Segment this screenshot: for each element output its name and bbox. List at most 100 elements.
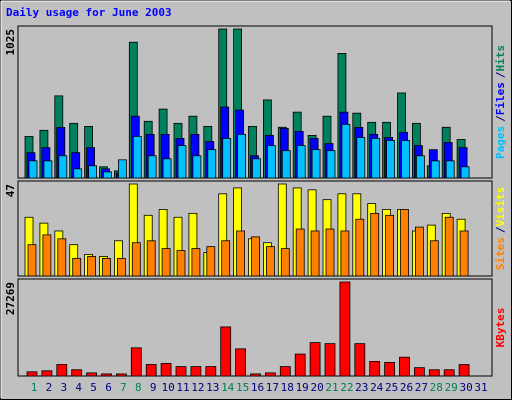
legend: Pages/Files/Hits	[494, 45, 507, 159]
bar	[43, 160, 53, 179]
bar	[28, 160, 38, 179]
bar	[280, 248, 290, 277]
x-tick-label: 2	[46, 381, 53, 394]
bar	[413, 367, 425, 377]
bar	[339, 281, 351, 377]
bar	[130, 347, 142, 377]
bar	[73, 168, 83, 179]
bar	[281, 150, 291, 179]
x-tick-label: 7	[120, 381, 127, 394]
bar	[176, 250, 186, 277]
bar	[385, 214, 395, 277]
bar	[57, 238, 67, 277]
bar	[102, 257, 111, 277]
x-tick-label: 3	[60, 381, 67, 394]
bar	[220, 326, 232, 377]
bar	[103, 171, 112, 179]
x-tick-label: 4	[75, 381, 82, 394]
bar	[279, 366, 291, 377]
x-tick-label: 29	[445, 381, 458, 394]
legend-entry: Visits	[494, 187, 507, 227]
bar	[458, 364, 470, 377]
bar	[296, 145, 306, 179]
bar	[399, 356, 410, 377]
x-tick-label: 20	[310, 381, 323, 394]
bar	[445, 160, 455, 179]
x-tick-label: 1	[31, 381, 38, 394]
x-tick-label: 22	[340, 381, 353, 394]
legend: Sites /Visits	[494, 187, 507, 271]
x-tick-label: 26	[400, 381, 413, 394]
x-tick-label: 21	[325, 381, 338, 394]
x-tick-label: 9	[150, 381, 157, 394]
bar	[251, 236, 260, 277]
legend-entry: Sites	[494, 237, 507, 270]
bar	[325, 228, 335, 277]
bar	[430, 160, 440, 179]
bar	[444, 216, 454, 277]
bar	[41, 370, 53, 377]
bar	[86, 372, 97, 377]
bar	[191, 248, 201, 277]
bar	[236, 230, 246, 277]
bar	[371, 138, 381, 179]
bar	[310, 230, 320, 277]
bar	[384, 362, 396, 377]
x-tick-label: 14	[221, 381, 235, 394]
bar	[326, 150, 336, 179]
bar	[356, 137, 366, 179]
bar	[429, 240, 439, 277]
bar	[222, 138, 232, 179]
x-tick-label: 5	[90, 381, 97, 394]
x-tick-label: 11	[176, 381, 189, 394]
bar	[116, 373, 127, 377]
bar	[354, 343, 366, 377]
legend-entry: Hits	[494, 45, 507, 72]
legend-entry: Files	[494, 82, 507, 115]
legend-entry: Pages	[494, 126, 507, 159]
bar	[56, 364, 68, 377]
bar	[132, 136, 142, 179]
bar	[428, 369, 440, 377]
legend-separator: /	[494, 115, 507, 122]
x-tick-label: 18	[281, 381, 294, 394]
bar	[370, 212, 380, 277]
x-tick-label: 6	[105, 381, 112, 394]
bar	[26, 371, 38, 377]
bar	[72, 257, 82, 277]
legend-separator: /	[494, 226, 507, 233]
bar	[265, 246, 275, 277]
x-tick-label: 12	[191, 381, 204, 394]
bar	[175, 366, 187, 377]
x-tick-label: 10	[161, 381, 174, 394]
bar	[146, 240, 156, 277]
bar	[324, 343, 336, 377]
bar	[460, 166, 470, 179]
y-tick-label: 27269	[4, 282, 17, 315]
legend-separator: /	[494, 71, 507, 78]
bar	[340, 230, 350, 277]
bar	[88, 165, 97, 179]
bar	[101, 373, 112, 377]
bar	[118, 159, 127, 179]
x-tick-label: 27	[415, 381, 428, 394]
bar	[117, 257, 126, 277]
bar	[369, 360, 381, 377]
bar	[264, 372, 276, 377]
x-tick-label: 19	[296, 381, 309, 394]
x-tick-label: 15	[236, 381, 249, 394]
bar	[415, 155, 425, 179]
legend: KBytes	[494, 308, 507, 348]
plot-area	[17, 278, 493, 377]
x-tick-label: 13	[206, 381, 219, 394]
bar	[401, 140, 410, 179]
bar	[27, 244, 37, 277]
bar	[414, 226, 424, 277]
bar	[237, 133, 247, 179]
bar	[177, 145, 187, 179]
bar	[205, 366, 217, 377]
y-tick-label: 47	[4, 184, 17, 197]
bar	[145, 364, 157, 377]
bar	[190, 366, 202, 377]
